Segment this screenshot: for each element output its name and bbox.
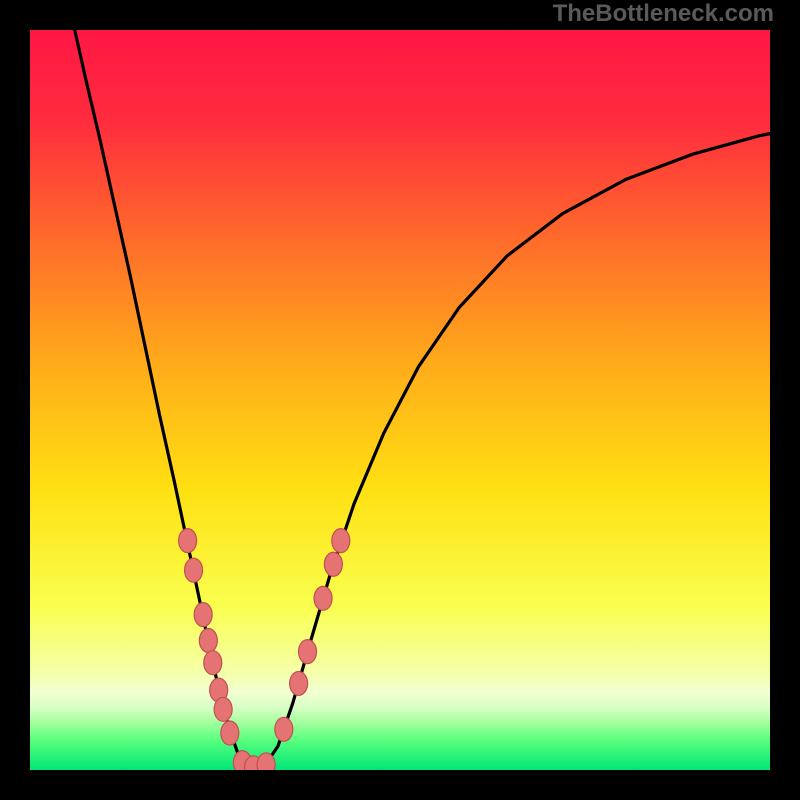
data-marker <box>299 640 317 664</box>
chart-svg <box>0 0 800 800</box>
data-marker <box>324 552 342 576</box>
chart-root: TheBottleneck.com <box>0 0 800 800</box>
data-marker <box>221 721 239 745</box>
data-marker <box>204 651 222 675</box>
data-marker <box>332 529 350 553</box>
data-marker <box>199 629 217 653</box>
data-marker <box>214 697 232 721</box>
data-marker <box>194 603 212 627</box>
data-marker <box>314 586 332 610</box>
data-marker <box>185 558 203 582</box>
data-marker <box>179 529 197 553</box>
data-marker <box>275 717 293 741</box>
data-marker <box>290 671 308 695</box>
